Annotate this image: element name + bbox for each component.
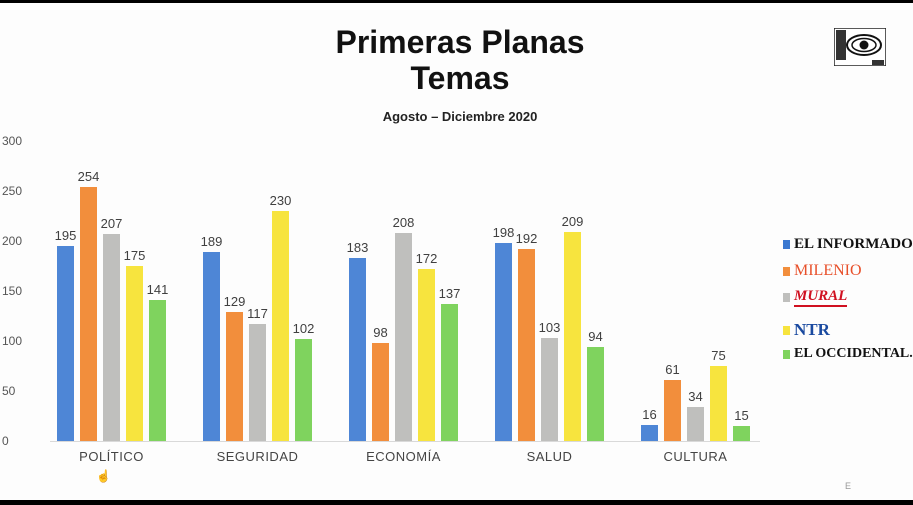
data-label: 207 [101, 216, 123, 231]
x-tick-label: SALUD [527, 449, 573, 464]
bar [203, 252, 220, 441]
data-label: 75 [711, 348, 725, 363]
bar [249, 324, 266, 441]
data-label: 98 [373, 325, 387, 340]
legend-label: NTR [794, 320, 830, 339]
bar [80, 187, 97, 441]
data-label: 195 [55, 228, 77, 243]
y-tick-label: 50 [2, 384, 16, 398]
chart-title-line2: Temas [410, 60, 510, 96]
bar [733, 426, 750, 441]
data-label: 192 [516, 231, 538, 246]
data-label: 102 [293, 321, 315, 336]
legend-item-ntr: NTR [783, 320, 830, 340]
bar [149, 300, 166, 441]
y-tick-label: 100 [2, 334, 22, 348]
data-label: 61 [665, 362, 679, 377]
legend-label: EL INFORMADOR [794, 235, 913, 252]
data-label: 137 [439, 286, 461, 301]
data-label: 141 [147, 282, 169, 297]
bar [641, 425, 658, 441]
data-label: 230 [270, 193, 292, 208]
bar [372, 343, 389, 441]
legend-item-el-informador: EL INFORMADOR [783, 234, 913, 254]
data-label: 175 [124, 248, 146, 263]
x-tick-label: CULTURA [664, 449, 728, 464]
data-label: 103 [539, 320, 561, 335]
legend-item-el-occidental: EL OCCIDENTAL. [783, 344, 913, 364]
y-tick-label: 150 [2, 284, 22, 298]
bar [418, 269, 435, 441]
x-tick-label: ECONOMÍA [366, 449, 441, 464]
data-label: 254 [78, 169, 100, 184]
legend-swatch [783, 239, 790, 249]
bar [226, 312, 243, 441]
data-label: 198 [493, 225, 515, 240]
legend-swatch [783, 349, 790, 359]
data-label: 16 [642, 407, 656, 422]
legend-label: MILENIO [794, 262, 862, 279]
bar [295, 339, 312, 441]
bar [710, 366, 727, 441]
legend-item-mural: MURAL [783, 287, 848, 307]
chart-title-line1: Primeras Planas [335, 24, 585, 60]
bar [441, 304, 458, 441]
bar [687, 407, 704, 441]
data-label: 189 [201, 234, 223, 249]
eye-logo-icon [834, 28, 886, 66]
chart-subtitle: Agosto – Diciembre 2020 [382, 109, 538, 124]
y-tick-label: 0 [2, 434, 9, 448]
bar [57, 246, 74, 441]
y-tick-label: 300 [2, 134, 22, 148]
bar [587, 347, 604, 441]
bar [272, 211, 289, 441]
bar [664, 380, 681, 441]
bar [395, 233, 412, 441]
legend-label: MURAL [794, 288, 848, 307]
y-tick-label: 250 [2, 184, 22, 198]
data-label: 15 [734, 408, 748, 423]
legend-swatch [783, 325, 790, 335]
data-label: 183 [347, 240, 369, 255]
data-label: 34 [688, 389, 702, 404]
data-label: 94 [588, 329, 602, 344]
bar [564, 232, 581, 441]
data-label: 208 [393, 215, 415, 230]
bar [126, 266, 143, 441]
data-label: 172 [416, 251, 438, 266]
bar [495, 243, 512, 441]
legend-label: EL OCCIDENTAL. [794, 346, 913, 361]
bar [103, 234, 120, 441]
data-label: 209 [562, 214, 584, 229]
x-tick-label: POLÍTICO [79, 449, 144, 464]
y-tick-label: 200 [2, 234, 22, 248]
bar [518, 249, 535, 441]
legend-item-milenio: MILENIO [783, 261, 862, 281]
hand-cursor-icon: ☝ [96, 469, 111, 483]
x-tick-label: SEGURIDAD [217, 449, 299, 464]
bar [541, 338, 558, 441]
corner-mark: E [845, 481, 852, 491]
data-label: 129 [224, 294, 246, 309]
legend-swatch [783, 266, 790, 276]
data-label: 117 [247, 306, 268, 321]
legend-swatch [783, 292, 790, 302]
bar [349, 258, 366, 441]
